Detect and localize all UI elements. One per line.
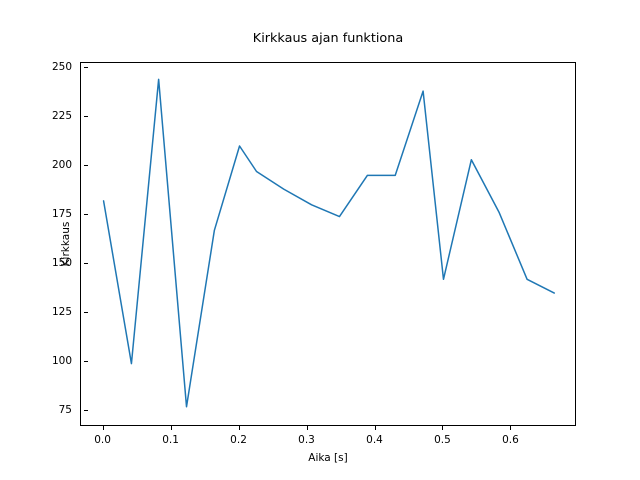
line-chart-svg <box>102 78 556 408</box>
y-tick-label: 200 <box>51 158 72 171</box>
y-tick-label: 250 <box>51 60 72 73</box>
x-tick-mark <box>238 426 240 430</box>
y-tick-label: 100 <box>51 354 72 367</box>
x-tick-mark <box>306 426 308 430</box>
plot-area <box>80 62 576 426</box>
y-tick-label: 225 <box>51 109 72 122</box>
x-tick-mark <box>170 426 172 430</box>
y-tick-label: 150 <box>51 256 72 269</box>
y-tick-mark <box>84 213 88 215</box>
y-tick-mark <box>84 262 88 264</box>
y-axis-ticks: 75 100 125 150 175 200 225 250 <box>8 60 88 426</box>
y-tick-label: 125 <box>51 305 72 318</box>
x-tick-label: 0.2 <box>230 434 247 446</box>
y-tick-label: 75 <box>58 403 72 416</box>
x-tick-mark <box>102 426 104 430</box>
data-series-line <box>102 78 556 408</box>
y-axis-label: Kirkkaus <box>60 221 72 267</box>
y-tick-mark <box>84 115 88 117</box>
x-axis-ticks: 0.0 0.1 0.2 0.3 0.4 0.5 0.6 <box>80 426 576 456</box>
x-tick-label: 0.4 <box>366 434 383 446</box>
x-tick-mark <box>510 426 512 430</box>
y-tick-label: 175 <box>51 207 72 220</box>
y-tick-mark <box>84 409 88 411</box>
x-tick-label: 0.6 <box>502 434 519 446</box>
x-axis-label: Aika [s] <box>308 452 348 464</box>
y-tick-mark <box>84 164 88 166</box>
y-tick-mark <box>84 311 88 313</box>
x-tick-label: 0.0 <box>94 434 111 446</box>
x-tick-label: 0.1 <box>162 434 179 446</box>
x-tick-mark <box>442 426 444 430</box>
chart-title: Kirkkaus ajan funktiona <box>252 31 404 46</box>
x-tick-label: 0.5 <box>434 434 451 446</box>
y-tick-mark <box>84 66 88 68</box>
x-tick-label: 0.3 <box>298 434 315 446</box>
y-tick-mark <box>84 360 88 362</box>
x-tick-mark <box>374 426 376 430</box>
